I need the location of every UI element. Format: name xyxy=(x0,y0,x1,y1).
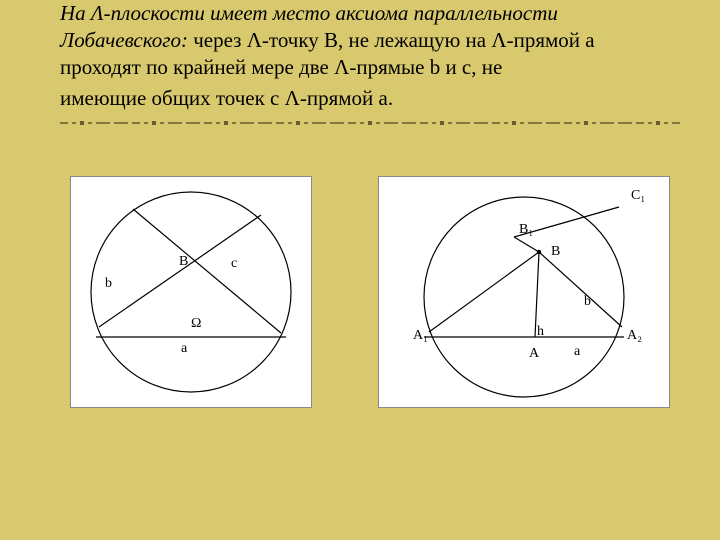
svg-text:B: B xyxy=(551,244,560,259)
svg-text:B: B xyxy=(179,254,188,269)
svg-text:a: a xyxy=(181,341,188,356)
svg-text:Ω: Ω xyxy=(191,316,201,331)
svg-text:h: h xyxy=(537,324,544,339)
paragraph-1: На Λ-плоскости имеет место аксиома парал… xyxy=(60,0,680,81)
svg-text:B₁: B₁ xyxy=(519,222,533,237)
svg-text:A: A xyxy=(529,346,540,361)
diagram-row: b Bc Ωa C₁ B₁ B A₁ A₂ hAa b xyxy=(60,176,680,408)
svg-text:C₁: C₁ xyxy=(631,188,645,203)
left-diagram: b Bc Ωa xyxy=(70,176,312,408)
svg-text:c: c xyxy=(231,256,237,271)
right-diagram: C₁ B₁ B A₁ A₂ hAa b xyxy=(378,176,670,408)
svg-text:A₂: A₂ xyxy=(627,328,642,343)
svg-text:A₁: A₁ xyxy=(413,328,428,343)
svg-text:a: a xyxy=(574,344,581,359)
text-block: На Λ-плоскости имеет место аксиома парал… xyxy=(60,0,680,112)
paragraph-2: имеющие общих точек с Λ-прямой a. xyxy=(60,85,680,112)
divider xyxy=(60,116,680,136)
slide: На Λ-плоскости имеет место аксиома парал… xyxy=(0,0,720,540)
svg-text:b: b xyxy=(105,276,112,291)
svg-text:b: b xyxy=(584,294,591,309)
